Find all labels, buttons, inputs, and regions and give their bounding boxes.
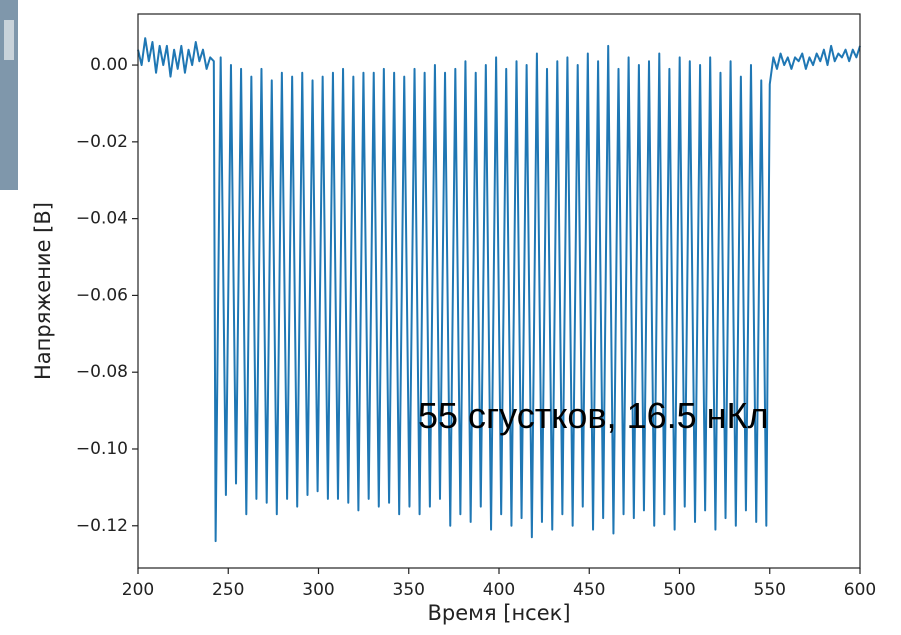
- y-tick-label: −0.12: [76, 516, 128, 536]
- photo-fragment-detail: [4, 20, 14, 60]
- x-tick-label: 500: [663, 580, 695, 600]
- annotation: 55 сгустков, 16.5 нКл: [418, 395, 769, 436]
- y-tick-label: 0.00: [90, 55, 128, 75]
- plot-frame: [137, 13, 861, 569]
- x-tick-label: 300: [302, 580, 334, 600]
- x-tick-label: 600: [844, 580, 876, 600]
- x-tick-label: 200: [122, 580, 154, 600]
- x-tick-label: 450: [573, 580, 605, 600]
- y-axis-label: Напряжение [В]: [31, 202, 55, 380]
- signal-line: [137, 37, 861, 543]
- y-tick-label: −0.02: [76, 132, 128, 152]
- y-tick-label: −0.06: [76, 285, 128, 305]
- x-axis-label: Время [нсек]: [427, 601, 570, 625]
- y-tick-label: −0.10: [76, 439, 128, 459]
- x-tick-label: 350: [393, 580, 425, 600]
- x-tick-label: 250: [212, 580, 244, 600]
- y-tick-label: −0.04: [76, 209, 128, 229]
- x-tick-label: 400: [483, 580, 515, 600]
- y-tick-label: −0.08: [76, 362, 128, 382]
- x-tick-label: 550: [754, 580, 786, 600]
